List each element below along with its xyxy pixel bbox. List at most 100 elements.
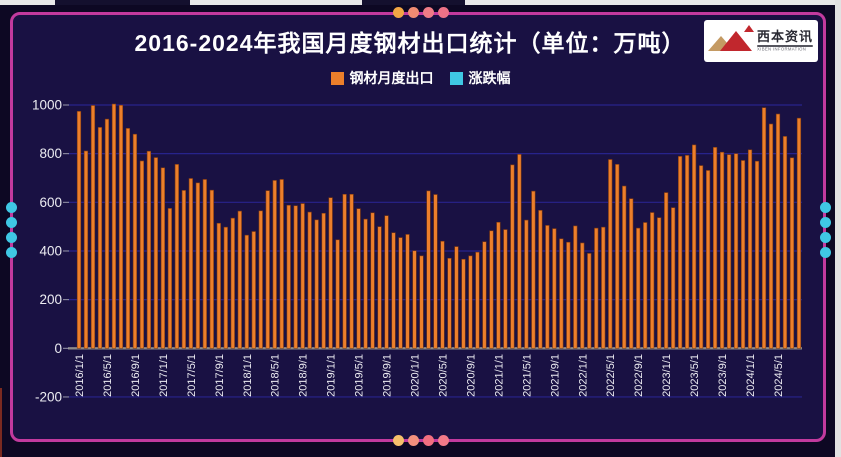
legend-swatch-change-icon [449, 71, 463, 85]
bar [265, 190, 270, 349]
bar [153, 157, 158, 349]
x-tick-label: 2020/5/1 [438, 354, 450, 397]
bar [796, 117, 802, 349]
y-tick-label: 800 [39, 146, 62, 161]
bar [230, 217, 235, 349]
bar [104, 118, 110, 349]
bar [719, 151, 725, 349]
bar [181, 190, 186, 349]
bar [461, 258, 466, 349]
bar [636, 227, 641, 349]
bar [552, 228, 557, 349]
x-tick-label: 2023/1/1 [661, 354, 673, 397]
bar [566, 241, 571, 349]
x-tick-label: 2022/1/1 [577, 354, 589, 397]
bar [447, 257, 452, 349]
y-tick-label: 0 [54, 341, 62, 356]
bar [279, 179, 284, 349]
logo-title: 西本资讯 [757, 28, 814, 44]
decor-dot [6, 247, 17, 258]
bar [398, 237, 403, 349]
x-tick-label: 2019/5/1 [354, 354, 366, 397]
bar [733, 153, 739, 349]
bar [202, 179, 207, 349]
x-tick-label: 2022/9/1 [633, 354, 645, 397]
bar [384, 215, 389, 349]
x-tick-label: 2021/9/1 [549, 354, 561, 397]
x-tick-label: 2018/5/1 [270, 354, 282, 397]
bar [188, 178, 193, 349]
bar [419, 255, 424, 349]
decor-dot [422, 7, 434, 18]
y-tick-label: 1000 [32, 98, 62, 113]
decor-dot [392, 435, 404, 446]
decor-dot [392, 7, 404, 18]
bar [692, 144, 697, 349]
bar [118, 104, 124, 349]
bar [503, 229, 508, 349]
bar [146, 150, 152, 349]
bar [573, 225, 578, 349]
x-tick-label: 2023/9/1 [717, 354, 729, 397]
bar [90, 105, 96, 349]
decor-dots-right [820, 202, 831, 258]
bar [664, 192, 669, 349]
decor-dot [820, 217, 831, 228]
bar [377, 226, 382, 349]
bar [286, 204, 291, 349]
bar [440, 240, 445, 349]
bar [559, 238, 564, 349]
bar [524, 219, 529, 349]
bar [405, 234, 410, 349]
page-edge-left [0, 388, 2, 457]
x-tick-label: 2016/1/1 [74, 354, 86, 397]
x-tick-label: 2019/1/1 [326, 354, 338, 397]
bar [139, 160, 145, 349]
bar [370, 212, 375, 349]
bar [671, 207, 676, 349]
bar [475, 251, 480, 349]
decor-dot [820, 232, 831, 243]
bar [160, 167, 165, 349]
bar [712, 147, 718, 349]
bar [482, 241, 487, 349]
bar [321, 212, 326, 349]
bar [622, 185, 627, 349]
decor-dot [422, 435, 434, 446]
bar [678, 156, 683, 349]
bar [426, 190, 431, 349]
bar [342, 193, 347, 349]
x-tick-label: 2019/9/1 [382, 354, 394, 397]
chart-card [10, 12, 826, 442]
bar [657, 217, 662, 349]
bar [251, 231, 256, 349]
bar [601, 226, 606, 349]
bar [538, 210, 543, 349]
bar [740, 160, 746, 349]
bar [356, 208, 361, 349]
x-tick-label: 2020/1/1 [410, 354, 422, 397]
bar [174, 164, 179, 349]
x-tick-label: 2020/9/1 [465, 354, 477, 397]
x-tick-label: 2018/1/1 [242, 354, 254, 397]
y-tick-label: -200 [35, 389, 62, 404]
bar [580, 242, 585, 349]
bar [335, 239, 340, 349]
mountain-logo-icon [704, 24, 756, 58]
bar [468, 255, 473, 349]
decor-dots-top [0, 7, 841, 18]
bar [510, 164, 515, 349]
bar [132, 133, 138, 349]
bar [699, 165, 704, 349]
bar [83, 150, 89, 349]
bar [782, 136, 788, 349]
bar [754, 160, 760, 349]
bar [237, 210, 242, 349]
decor-dot [437, 435, 449, 446]
bar [328, 197, 333, 349]
bar [726, 154, 732, 349]
legend-label-change: 涨跌幅 [468, 70, 511, 86]
bar [349, 193, 354, 349]
bar [412, 250, 417, 349]
